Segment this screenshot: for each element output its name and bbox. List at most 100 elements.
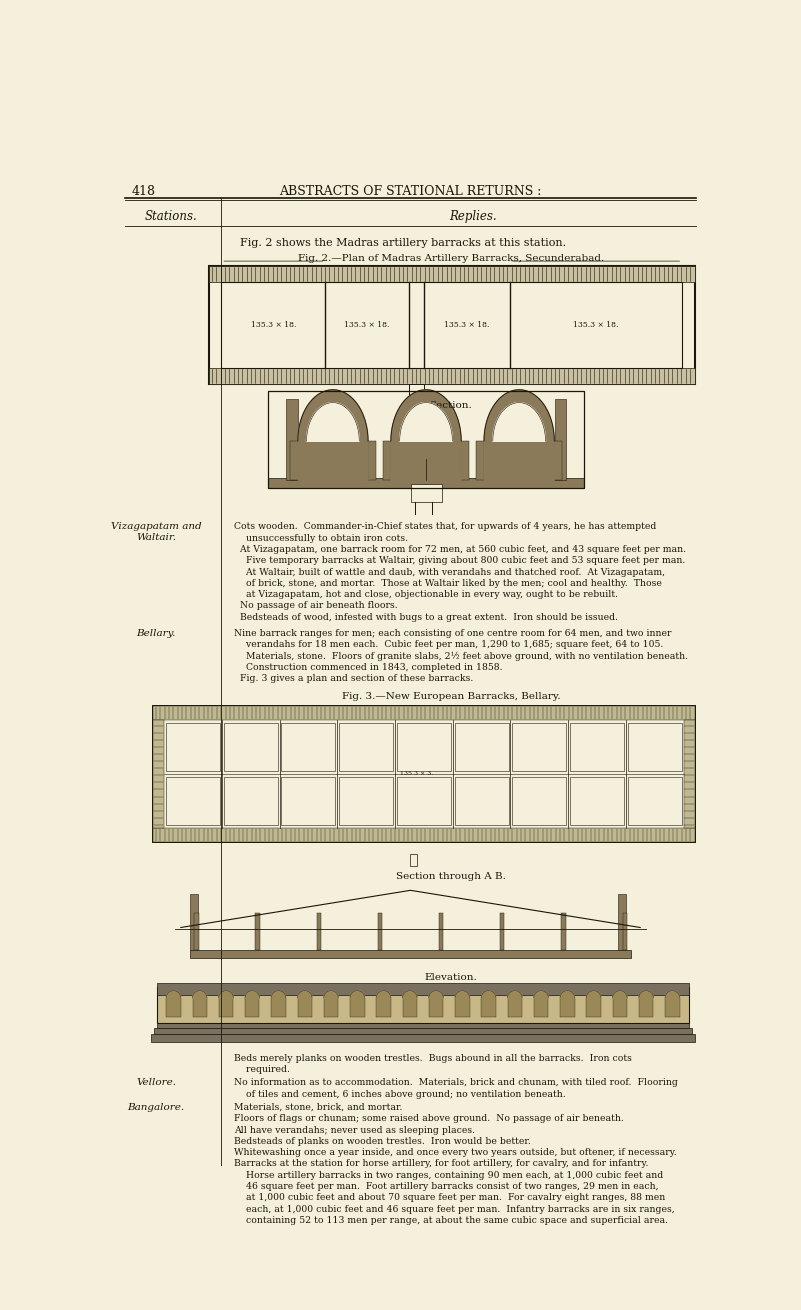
Polygon shape xyxy=(429,990,443,998)
Bar xyxy=(410,854,417,866)
Bar xyxy=(665,998,679,1018)
Bar xyxy=(376,998,391,1018)
Polygon shape xyxy=(508,990,522,998)
Text: Stations.: Stations. xyxy=(145,210,198,223)
Polygon shape xyxy=(613,990,627,998)
Bar xyxy=(151,1034,694,1041)
Bar xyxy=(481,998,496,1018)
Bar xyxy=(223,723,278,770)
Bar xyxy=(192,998,207,1018)
Bar xyxy=(378,913,382,950)
Bar xyxy=(383,441,391,479)
Bar xyxy=(513,723,566,770)
Text: Fig. 2.—Plan of Madras Artillery Barracks, Secunderabad.: Fig. 2.—Plan of Madras Artillery Barrack… xyxy=(298,254,604,263)
Text: Replies.: Replies. xyxy=(449,210,497,223)
Bar xyxy=(554,400,566,479)
Bar xyxy=(560,998,574,1018)
Bar xyxy=(455,723,509,770)
Bar xyxy=(339,777,393,825)
Polygon shape xyxy=(192,990,207,998)
Bar xyxy=(403,998,417,1018)
Polygon shape xyxy=(481,990,496,998)
Text: 135.3 × 18.: 135.3 × 18. xyxy=(251,321,296,329)
Bar xyxy=(429,998,443,1018)
Bar xyxy=(268,392,585,489)
Bar xyxy=(281,777,336,825)
Text: of tiles and cement, 6 inches above ground; no ventilation beneath.: of tiles and cement, 6 inches above grou… xyxy=(234,1090,566,1099)
Text: 135.3 × 18.: 135.3 × 18. xyxy=(445,321,489,329)
Text: 135 3 × 3.: 135 3 × 3. xyxy=(400,772,433,777)
Text: ABSTRACTS OF STATIONAL RETURNS :: ABSTRACTS OF STATIONAL RETURNS : xyxy=(280,186,541,198)
Bar xyxy=(166,723,220,770)
Text: Materials, stone, brick, and mortar.: Materials, stone, brick, and mortar. xyxy=(234,1103,402,1112)
Polygon shape xyxy=(534,990,549,998)
Bar xyxy=(396,723,451,770)
Text: Fig. 3.—New European Barracks, Bellary.: Fig. 3.—New European Barracks, Bellary. xyxy=(341,692,560,701)
Text: at Vizagapatam, hot and close, objectionable in every way, ought to be rebuilt.: at Vizagapatam, hot and close, objection… xyxy=(234,590,618,599)
Bar xyxy=(209,368,694,384)
Bar xyxy=(272,998,286,1018)
Bar xyxy=(167,998,181,1018)
Bar xyxy=(268,478,585,489)
Bar xyxy=(324,998,338,1018)
Bar xyxy=(562,913,566,950)
Bar xyxy=(639,998,654,1018)
Bar xyxy=(153,706,694,842)
Bar xyxy=(316,913,321,950)
Bar xyxy=(154,1027,692,1034)
Polygon shape xyxy=(167,990,181,998)
Polygon shape xyxy=(376,990,391,998)
Text: 135.3 × 18.: 135.3 × 18. xyxy=(574,321,619,329)
Bar xyxy=(570,723,624,770)
Bar xyxy=(209,266,694,282)
Bar xyxy=(297,998,312,1018)
Bar xyxy=(245,998,260,1018)
Text: at 1,000 cubic feet and about 70 square feet per man.  For cavalry eight ranges,: at 1,000 cubic feet and about 70 square … xyxy=(234,1193,665,1203)
Bar xyxy=(461,441,469,479)
Polygon shape xyxy=(586,990,601,998)
Text: Vellore.: Vellore. xyxy=(136,1078,176,1087)
Bar xyxy=(350,998,364,1018)
Bar xyxy=(508,998,522,1018)
Bar xyxy=(628,723,682,770)
Bar xyxy=(290,441,298,479)
Text: 135.3 × 18.: 135.3 × 18. xyxy=(344,321,390,329)
Text: 418: 418 xyxy=(131,186,155,198)
Polygon shape xyxy=(307,402,360,441)
Bar xyxy=(368,441,376,479)
Text: Materials, stone.  Floors of granite slabs, 2½ feet above ground, with no ventil: Materials, stone. Floors of granite slab… xyxy=(234,651,688,662)
Bar xyxy=(157,982,689,996)
Polygon shape xyxy=(245,990,260,998)
Text: No passage of air beneath floors.: No passage of air beneath floors. xyxy=(234,601,397,610)
Text: of brick, stone, and mortar.  Those at Waltair liked by the men; cool and health: of brick, stone, and mortar. Those at Wa… xyxy=(234,579,662,588)
Text: unsuccessfully to obtain iron cots.: unsuccessfully to obtain iron cots. xyxy=(234,533,408,542)
Text: At Waltair, built of wattle and daub, with verandahs and thatched roof.  At Viza: At Waltair, built of wattle and daub, wi… xyxy=(234,567,665,576)
Bar xyxy=(153,706,694,720)
Text: Nine barrack ranges for men; each consisting of one centre room for 64 men, and : Nine barrack ranges for men; each consis… xyxy=(234,629,671,638)
Bar xyxy=(166,777,220,825)
Polygon shape xyxy=(403,990,417,998)
Bar xyxy=(618,895,626,950)
Polygon shape xyxy=(297,990,312,998)
Text: 46 square feet per man.  Foot artillery barracks consist of two ranges, 29 men i: 46 square feet per man. Foot artillery b… xyxy=(234,1182,658,1191)
Text: Section.: Section. xyxy=(429,401,473,410)
Bar xyxy=(157,1023,689,1027)
Bar xyxy=(281,723,336,770)
Bar xyxy=(256,913,260,950)
Text: verandahs for 18 men each.  Cubic feet per man, 1,290 to 1,685; square feet, 64 : verandahs for 18 men each. Cubic feet pe… xyxy=(234,641,663,650)
Bar xyxy=(554,441,562,479)
Polygon shape xyxy=(324,990,338,998)
Bar xyxy=(190,950,631,958)
Polygon shape xyxy=(298,390,368,479)
Text: Bedsteads of planks on wooden trestles.  Iron would be better.: Bedsteads of planks on wooden trestles. … xyxy=(234,1137,530,1146)
Text: Elevation.: Elevation. xyxy=(425,973,477,982)
Text: Whitewashing once a year inside, and once every two years outside, but oftener, : Whitewashing once a year inside, and onc… xyxy=(234,1148,676,1157)
Bar xyxy=(513,777,566,825)
Text: Bedsteads of wood, infested with bugs to a great extent.  Iron should be issued.: Bedsteads of wood, infested with bugs to… xyxy=(234,613,618,622)
Bar xyxy=(153,828,694,842)
Bar xyxy=(622,913,627,950)
Text: Bellary.: Bellary. xyxy=(136,629,175,638)
Polygon shape xyxy=(350,990,364,998)
Polygon shape xyxy=(484,390,554,479)
Text: Floors of flags or chunam; some raised above ground.  No passage of air beneath.: Floors of flags or chunam; some raised a… xyxy=(234,1115,623,1123)
